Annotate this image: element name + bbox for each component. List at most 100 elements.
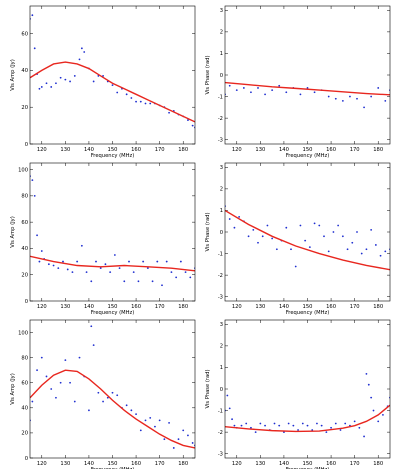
y-tick-label: 100 bbox=[18, 167, 28, 173]
y-tick-label: 80 bbox=[21, 194, 28, 200]
data-point bbox=[132, 271, 135, 273]
y-tick-label: 60 bbox=[21, 220, 28, 226]
plot-area bbox=[30, 325, 195, 449]
x-tick-label: 180 bbox=[178, 147, 188, 153]
data-point bbox=[33, 47, 36, 50]
x-tick-label: 140 bbox=[84, 304, 94, 310]
data-point bbox=[90, 280, 93, 283]
plot-frame bbox=[29, 162, 196, 302]
data-point bbox=[83, 51, 86, 53]
plot-frame bbox=[224, 319, 391, 459]
data-point bbox=[299, 93, 302, 96]
data-point bbox=[254, 431, 257, 434]
data-point bbox=[358, 426, 361, 429]
data-point bbox=[144, 102, 147, 105]
data-point bbox=[85, 271, 88, 273]
data-point bbox=[184, 271, 187, 273]
x-tick-label: 150 bbox=[108, 304, 118, 310]
data-point bbox=[327, 250, 330, 253]
data-point bbox=[313, 222, 316, 225]
data-point bbox=[161, 284, 163, 287]
y-tick-label: -1 bbox=[218, 251, 223, 257]
data-point bbox=[238, 216, 241, 218]
y-tick-label: -1 bbox=[218, 94, 223, 100]
data-point bbox=[356, 231, 358, 233]
data-point bbox=[226, 394, 229, 397]
y-tick-label: 40 bbox=[21, 406, 28, 412]
data-point bbox=[139, 100, 142, 103]
data-point bbox=[301, 422, 304, 425]
data-point bbox=[144, 419, 147, 422]
data-point bbox=[38, 87, 41, 90]
data-point bbox=[47, 263, 50, 266]
y-tick-label: 2 bbox=[220, 344, 223, 350]
y-tick-label: 2 bbox=[220, 30, 223, 36]
data-point bbox=[179, 260, 182, 263]
data-point bbox=[308, 246, 311, 248]
data-point bbox=[36, 369, 38, 372]
data-point bbox=[374, 244, 377, 246]
data-point bbox=[231, 418, 233, 421]
x-tick-label: 170 bbox=[350, 461, 360, 467]
data-point bbox=[187, 119, 189, 121]
x-tick-label: 150 bbox=[303, 461, 313, 467]
model-curve bbox=[30, 255, 195, 272]
y-tick-label: 1 bbox=[220, 208, 223, 214]
x-axis-label: Frequency (MHz) bbox=[286, 310, 330, 316]
data-point bbox=[123, 280, 126, 283]
data-point bbox=[240, 424, 243, 427]
data-point bbox=[104, 263, 107, 266]
data-point bbox=[149, 102, 152, 105]
data-point bbox=[109, 271, 112, 273]
data-point bbox=[177, 438, 180, 441]
data-point bbox=[40, 250, 43, 252]
data-point bbox=[370, 95, 373, 98]
data-point bbox=[356, 97, 358, 100]
data-point bbox=[137, 280, 140, 283]
data-point bbox=[168, 421, 170, 424]
y-tick-label: -3 bbox=[218, 137, 223, 143]
data-point bbox=[353, 420, 356, 423]
data-point bbox=[62, 260, 64, 263]
y-tick-label: 3 bbox=[220, 322, 223, 328]
y-tick-label: 60 bbox=[21, 381, 28, 387]
data-point bbox=[52, 264, 55, 267]
x-tick-label: 150 bbox=[108, 461, 118, 467]
data-point bbox=[313, 91, 316, 94]
chart-panel-4: 120 130 140 150 160 170 180 -3 -2 -1 0 1 2 3 Frequency… bbox=[205, 162, 391, 316]
y-tick-label: 40 bbox=[21, 246, 28, 252]
data-point bbox=[370, 228, 373, 231]
y-axis-label: Vis Phase (rad) bbox=[205, 55, 211, 94]
data-point bbox=[172, 447, 175, 449]
x-tick-label: 120 bbox=[232, 461, 242, 467]
x-tick-label: 120 bbox=[37, 147, 47, 153]
data-point bbox=[377, 87, 380, 89]
data-point bbox=[71, 271, 74, 273]
data-point bbox=[80, 244, 83, 247]
data-point bbox=[165, 260, 168, 263]
data-point bbox=[156, 260, 159, 263]
data-point bbox=[146, 267, 149, 270]
data-point bbox=[372, 409, 375, 412]
data-point bbox=[95, 260, 97, 263]
plot-frame bbox=[29, 5, 196, 145]
x-tick-label: 140 bbox=[84, 147, 94, 153]
data-point bbox=[139, 429, 142, 432]
data-point bbox=[306, 424, 309, 427]
chart-panel-2: 120 130 140 150 160 170 180 -3 -2 -1 0 1 2 3 Frequency… bbox=[205, 5, 391, 159]
x-axis-label: Frequency (MHz) bbox=[91, 310, 135, 316]
data-point bbox=[299, 224, 302, 227]
data-point bbox=[339, 429, 342, 431]
x-tick-label: 130 bbox=[255, 461, 265, 467]
y-axis-label: Vis Phase (rad) bbox=[205, 212, 211, 251]
data-point bbox=[118, 267, 121, 270]
data-point bbox=[228, 218, 231, 220]
data-point bbox=[55, 82, 57, 85]
data-point bbox=[88, 409, 90, 412]
chart-panel-6: 120 130 140 150 160 170 180 -3 -2 -1 0 1 2 3 Frequency… bbox=[205, 319, 391, 469]
data-point bbox=[379, 254, 382, 257]
data-point bbox=[73, 400, 76, 403]
data-point bbox=[278, 84, 281, 87]
data-point bbox=[116, 394, 119, 397]
x-tick-label: 180 bbox=[178, 304, 188, 310]
